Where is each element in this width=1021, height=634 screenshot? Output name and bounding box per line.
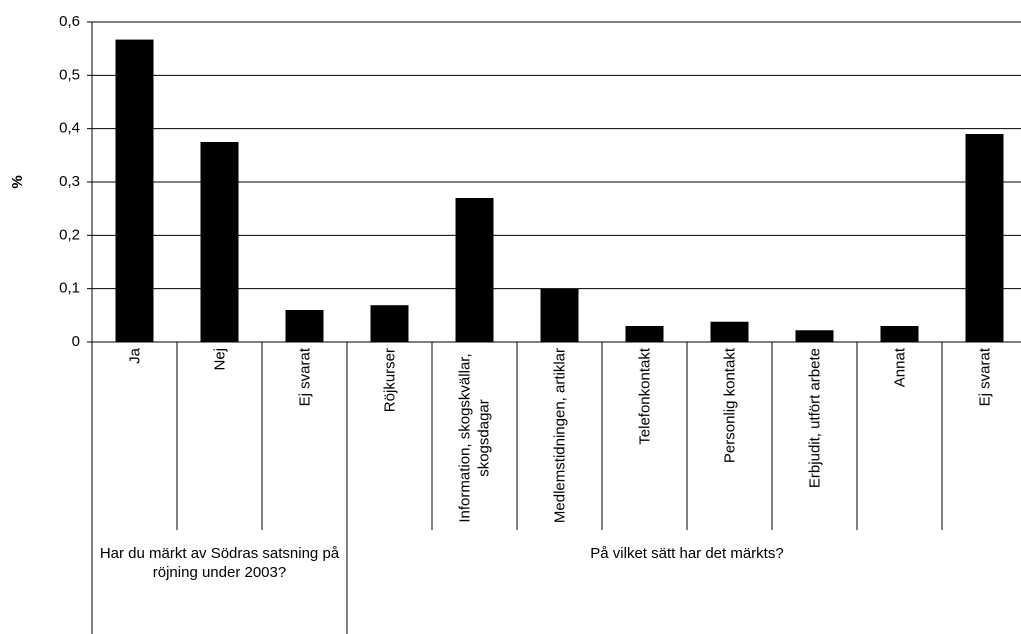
x-tick-label-box: Ja [92, 348, 177, 528]
x-tick-label-wrap: Ej svarat [262, 348, 347, 528]
bar [200, 142, 239, 342]
y-tick-label: 0 [72, 333, 80, 350]
x-tick-label: Röjkurser [381, 348, 398, 413]
x-tick-label-box: Nej [177, 348, 262, 528]
x-tick-label-box: Ej svarat [942, 348, 1021, 528]
bar [625, 326, 664, 342]
group-label-box: Har du märkt av Södras satsning på röjni… [92, 536, 347, 634]
y-tick-label: 0,4 [59, 120, 80, 137]
x-tick-label: Ej svarat [296, 348, 313, 407]
bar [880, 326, 919, 342]
bar [795, 330, 834, 342]
y-tick-label: 0,2 [59, 226, 80, 243]
x-tick-label-wrap: Ej svarat [942, 348, 1021, 528]
x-tick-label-box: Telefonkontakt [602, 348, 687, 528]
group-label-wrap: Har du märkt av Södras satsning på röjni… [92, 536, 347, 634]
x-tick-label: Telefonkontakt [636, 348, 653, 445]
x-tick-label: Erbjudit, utfört arbete [806, 348, 823, 489]
x-tick-label-wrap: Röjkurser [347, 348, 432, 528]
x-tick-label-wrap: Information, skogskvällar, skogsdagar [432, 348, 517, 528]
bar [455, 198, 494, 342]
y-tick-label: 0,3 [59, 173, 80, 190]
bar [965, 134, 1004, 342]
x-tick-label-wrap: Telefonkontakt [602, 348, 687, 528]
x-tick-label-box: Information, skogskvällar, skogsdagar [432, 348, 517, 528]
group-label: På vilket sätt har det märkts? [590, 545, 784, 562]
x-tick-label-wrap: Medlemstidningen, artiklar [517, 348, 602, 528]
group-label: Har du märkt av Södras satsning på röjni… [99, 545, 340, 581]
x-tick-label-wrap: Nej [177, 348, 262, 528]
y-axis-label: % [9, 175, 26, 188]
y-tick-label: 0,5 [59, 66, 80, 83]
x-tick-label: Ja [126, 348, 143, 364]
bar [370, 305, 409, 342]
x-tick-label: Ej svarat [976, 348, 993, 407]
group-label-box: På vilket sätt har det märkts? [347, 536, 1021, 634]
x-tick-label-wrap: Annat [857, 348, 942, 528]
y-tick-label: 0,6 [59, 13, 80, 30]
x-tick-label-wrap: Erbjudit, utfört arbete [772, 348, 857, 528]
x-tick-label-box: Medlemstidningen, artiklar [517, 348, 602, 528]
bar [285, 310, 324, 342]
x-tick-label: Information, skogskvällar, skogsdagar [456, 353, 493, 523]
x-tick-label-wrap: Ja [92, 348, 177, 528]
x-tick-label-box: Annat [857, 348, 942, 528]
group-label-wrap: På vilket sätt har det märkts? [347, 536, 1021, 634]
bar [710, 321, 749, 342]
x-tick-label-box: Personlig kontakt [687, 348, 772, 528]
bar [540, 288, 579, 342]
x-tick-label-box: Ej svarat [262, 348, 347, 528]
x-tick-label: Medlemstidningen, artiklar [551, 348, 568, 524]
x-tick-label-box: Röjkurser [347, 348, 432, 528]
x-tick-label: Annat [891, 348, 908, 388]
y-tick-label: 0,1 [59, 280, 80, 297]
bar [115, 39, 154, 342]
x-tick-label: Personlig kontakt [721, 348, 738, 464]
x-tick-label: Nej [211, 348, 228, 371]
x-tick-label-box: Erbjudit, utfört arbete [772, 348, 857, 528]
x-tick-label-wrap: Personlig kontakt [687, 348, 772, 528]
